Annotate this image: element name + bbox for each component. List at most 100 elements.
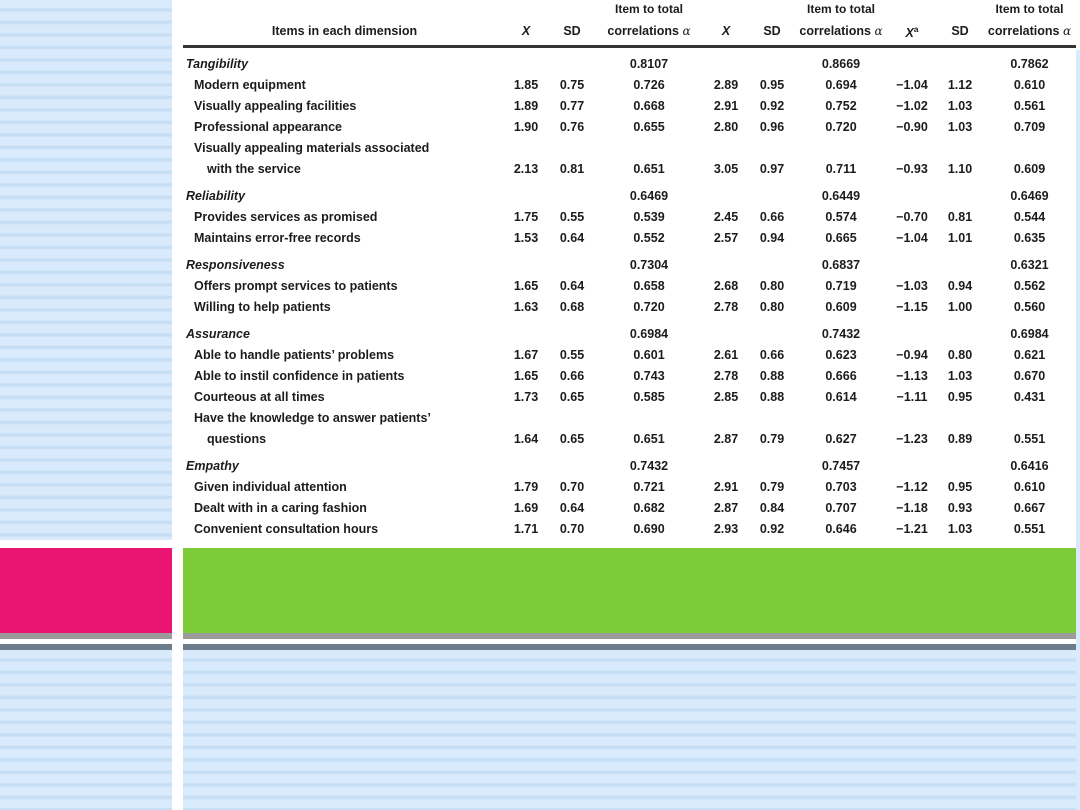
value-cell: 0.77	[559, 99, 585, 114]
value-cell: 0.719	[825, 279, 857, 294]
value-cell	[549, 47, 595, 76]
value-cell: 0.66	[759, 210, 785, 225]
value-cell: 0.6837	[821, 258, 861, 273]
value-cell: 0.7432	[821, 327, 861, 342]
item-row: Willing to help patients 1.63 0.68 0.720 2.7…	[183, 297, 1076, 318]
value-cell: −0.90	[896, 120, 928, 135]
value-cell: 2.93	[713, 522, 739, 537]
row-label: Reliability	[186, 189, 246, 204]
value-cell: 0.6449	[821, 189, 861, 204]
value-cell: 0.76	[559, 120, 585, 135]
alpha-symbol: α	[1062, 24, 1072, 39]
value-cell: 0.651	[633, 162, 665, 177]
item-row: Dealt with in a caring fashion 1.69 0.64 0.…	[183, 498, 1076, 519]
value-cell: −1.18	[896, 501, 928, 516]
value-cell: 0.6984	[1010, 327, 1049, 342]
value-cell: 0.711	[825, 162, 857, 177]
value-cell: 0.64	[559, 501, 585, 516]
value-cell: 0.97	[759, 162, 785, 177]
value-cell	[503, 450, 549, 477]
value-cell	[887, 47, 937, 76]
value-cell: 0.658	[633, 279, 665, 294]
value-cell: 0.93	[947, 501, 973, 516]
value-cell: −0.70	[896, 210, 928, 225]
value-cell: 0.88	[759, 390, 785, 405]
item-row: Able to instil confidence in patients 1.6…	[183, 366, 1076, 387]
value-cell: 0.561	[1013, 99, 1046, 114]
value-cell: 1.53	[513, 231, 539, 246]
value-cell: 0.743	[633, 369, 665, 384]
row-label: questions	[207, 432, 267, 447]
group3-title: Item to total	[995, 2, 1064, 16]
value-cell: 0.94	[947, 279, 973, 294]
column-header-mean-3: Xa	[887, 18, 937, 49]
value-cell	[595, 408, 703, 429]
value-cell: 0.89	[947, 432, 973, 447]
value-cell: 0.709	[1013, 120, 1046, 135]
value-cell: 0.720	[825, 120, 857, 135]
value-cell: 1.10	[947, 162, 973, 177]
group1-title: Item to total	[615, 2, 683, 16]
header-spacer	[703, 0, 749, 18]
column-header-mean-2: X	[703, 18, 749, 49]
value-cell: 0.682	[633, 501, 665, 516]
row-label: Responsiveness	[186, 258, 285, 273]
value-cell	[549, 318, 595, 345]
alpha-symbol: α	[682, 24, 691, 39]
item-row: Maintains error-free records 1.53 0.64 0.55…	[183, 228, 1076, 249]
value-cell: 0.668	[633, 99, 665, 114]
value-cell: 0.6321	[1010, 258, 1049, 273]
value-cell: 0.562	[1013, 279, 1046, 294]
value-cell: 1.65	[513, 279, 539, 294]
value-cell: 0.70	[559, 522, 585, 537]
value-cell: 2.91	[713, 99, 739, 114]
value-cell: −1.04	[896, 231, 928, 246]
value-cell: 0.6984	[629, 327, 669, 342]
value-cell: −1.02	[896, 99, 928, 114]
value-cell: 0.551	[1013, 522, 1046, 537]
value-cell	[749, 47, 795, 76]
value-cell	[503, 180, 549, 207]
value-cell: 0.7457	[821, 459, 861, 474]
value-cell: 0.66	[559, 369, 585, 384]
value-cell: 1.03	[947, 369, 973, 384]
value-cell: 0.6416	[1010, 459, 1049, 474]
header-spacer	[749, 0, 795, 18]
value-cell	[503, 47, 549, 76]
value-cell	[937, 180, 983, 207]
dimension-row: Tangibility 0.8107 0.8669 0.7862	[183, 47, 1076, 76]
value-cell: 0.560	[1013, 300, 1046, 315]
value-cell	[749, 138, 795, 159]
value-cell: −1.23	[896, 432, 928, 447]
value-cell: 0.80	[947, 348, 973, 363]
value-cell	[795, 138, 887, 159]
row-label: Dealt with in a caring fashion	[194, 501, 367, 516]
value-cell	[703, 318, 749, 345]
value-cell: 0.81	[559, 162, 585, 177]
value-cell: 0.690	[633, 522, 665, 537]
value-cell: 0.666	[825, 369, 857, 384]
value-cell: 0.665	[825, 231, 857, 246]
value-cell: 2.61	[713, 348, 739, 363]
dimension-row: Responsiveness 0.7304 0.6837 0.6321	[183, 249, 1076, 276]
row-label: Courteous at all times	[194, 390, 325, 405]
value-cell: 0.539	[633, 210, 665, 225]
dimension-row: Empathy 0.7432 0.7457 0.6416	[183, 450, 1076, 477]
value-cell	[795, 408, 887, 429]
row-label: with the service	[207, 162, 301, 177]
row-label: Empathy	[186, 459, 239, 474]
value-cell: −0.93	[896, 162, 928, 177]
pink-accent-bar	[0, 548, 172, 633]
item-row: with the service 2.13 0.81 0.651 3.05 0.97 0.7…	[183, 159, 1076, 180]
value-cell	[937, 450, 983, 477]
value-cell: −1.04	[896, 78, 928, 93]
row-label: Visually appealing facilities	[194, 99, 357, 114]
alpha-symbol: α	[874, 24, 883, 39]
item-row: Courteous at all times 1.73 0.65 0.585 2.85 0…	[183, 387, 1076, 408]
value-cell: 0.84	[759, 501, 785, 516]
background-edge-sliver	[1076, 50, 1080, 810]
value-cell: 0.635	[1013, 231, 1046, 246]
value-cell: 0.64	[559, 279, 585, 294]
value-cell: 0.7304	[629, 258, 669, 273]
journal-table-scan: Item to total Item to total Item to tota…	[183, 0, 1076, 546]
